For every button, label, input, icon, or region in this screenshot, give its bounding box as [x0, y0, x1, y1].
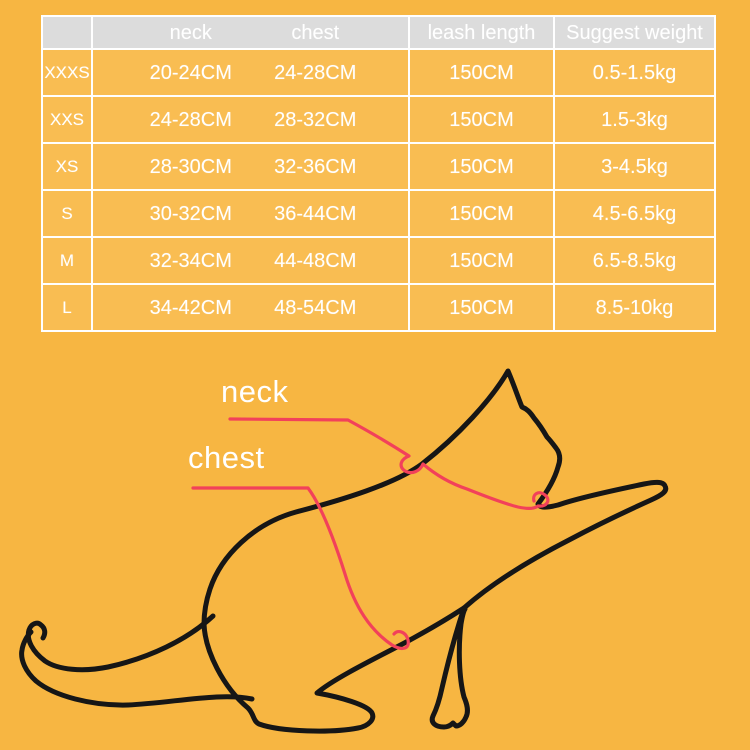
neck-chest-values: 20-24CM 24-28CM [93, 50, 408, 95]
neck-label: neck [221, 374, 289, 409]
header-suggest-weight: Suggest weight [555, 17, 714, 48]
table-row-m: M 32-34CM 44-48CM 150CM 6.5-8.5kg [43, 238, 714, 283]
neck-chest-values: 30-32CM 36-44CM [93, 191, 408, 236]
header-size-cell [43, 17, 91, 48]
table-row-xxxs: XXXS 20-24CM 24-28CM 150CM 0.5-1.5kg [43, 50, 714, 95]
neck-chest-values: 24-28CM 28-32CM [93, 97, 408, 142]
chest-value: 48-54CM [274, 296, 357, 319]
header-neck: neck [169, 21, 212, 44]
header-neck-chest-cell: neck chest [93, 17, 408, 48]
header-chest: chest [291, 21, 340, 44]
size-label: XXS [43, 97, 91, 142]
leash-value: 150CM [410, 191, 553, 236]
neck-value: 24-28CM [149, 108, 232, 131]
weight-value: 8.5-10kg [555, 285, 714, 330]
size-label: L [43, 285, 91, 330]
neck-chest-values: 28-30CM 32-36CM [93, 144, 408, 189]
chest-value: 36-44CM [274, 202, 357, 225]
cat-front-leg [429, 605, 470, 730]
cat-tail-lower [19, 629, 255, 708]
weight-value: 6.5-8.5kg [555, 238, 714, 283]
neck-chest-values: 32-34CM 44-48CM [93, 238, 408, 283]
chest-value: 24-28CM [274, 61, 357, 84]
table-row-s: S 30-32CM 36-44CM 150CM 4.5-6.5kg [43, 191, 714, 236]
cat-tail-upper [25, 613, 216, 673]
neck-value: 20-24CM [149, 61, 232, 84]
weight-value: 1.5-3kg [555, 97, 714, 142]
size-table: neck chest leash length Suggest weight X… [41, 15, 716, 332]
weight-value: 3-4.5kg [555, 144, 714, 189]
neck-measure-line [228, 417, 550, 510]
chest-value: 44-48CM [274, 249, 357, 272]
table-row-xxs: XXS 24-28CM 28-32CM 150CM 1.5-3kg [43, 97, 714, 142]
leash-value: 150CM [410, 50, 553, 95]
neck-value: 34-42CM [149, 296, 232, 319]
table-header-row: neck chest leash length Suggest weight [43, 17, 714, 48]
leash-value: 150CM [410, 97, 553, 142]
weight-value: 0.5-1.5kg [555, 50, 714, 95]
leash-value: 150CM [410, 285, 553, 330]
size-label: S [43, 191, 91, 236]
neck-value: 32-34CM [149, 249, 232, 272]
header-leash-length: leash length [410, 17, 553, 48]
size-label: XS [43, 144, 91, 189]
size-label: M [43, 238, 91, 283]
weight-value: 4.5-6.5kg [555, 191, 714, 236]
chest-measure-line [191, 486, 410, 651]
size-label: XXXS [43, 50, 91, 95]
chest-label: chest [188, 440, 265, 475]
leash-value: 150CM [410, 238, 553, 283]
neck-value: 28-30CM [149, 155, 232, 178]
chest-value: 28-32CM [274, 108, 357, 131]
chest-value: 32-36CM [274, 155, 357, 178]
leash-value: 150CM [410, 144, 553, 189]
neck-value: 30-32CM [149, 202, 232, 225]
cat-body-outline [201, 368, 669, 734]
neck-chest-values: 34-42CM 48-54CM [93, 285, 408, 330]
table-row-l: L 34-42CM 48-54CM 150CM 8.5-10kg [43, 285, 714, 330]
table-row-xs: XS 28-30CM 32-36CM 150CM 3-4.5kg [43, 144, 714, 189]
